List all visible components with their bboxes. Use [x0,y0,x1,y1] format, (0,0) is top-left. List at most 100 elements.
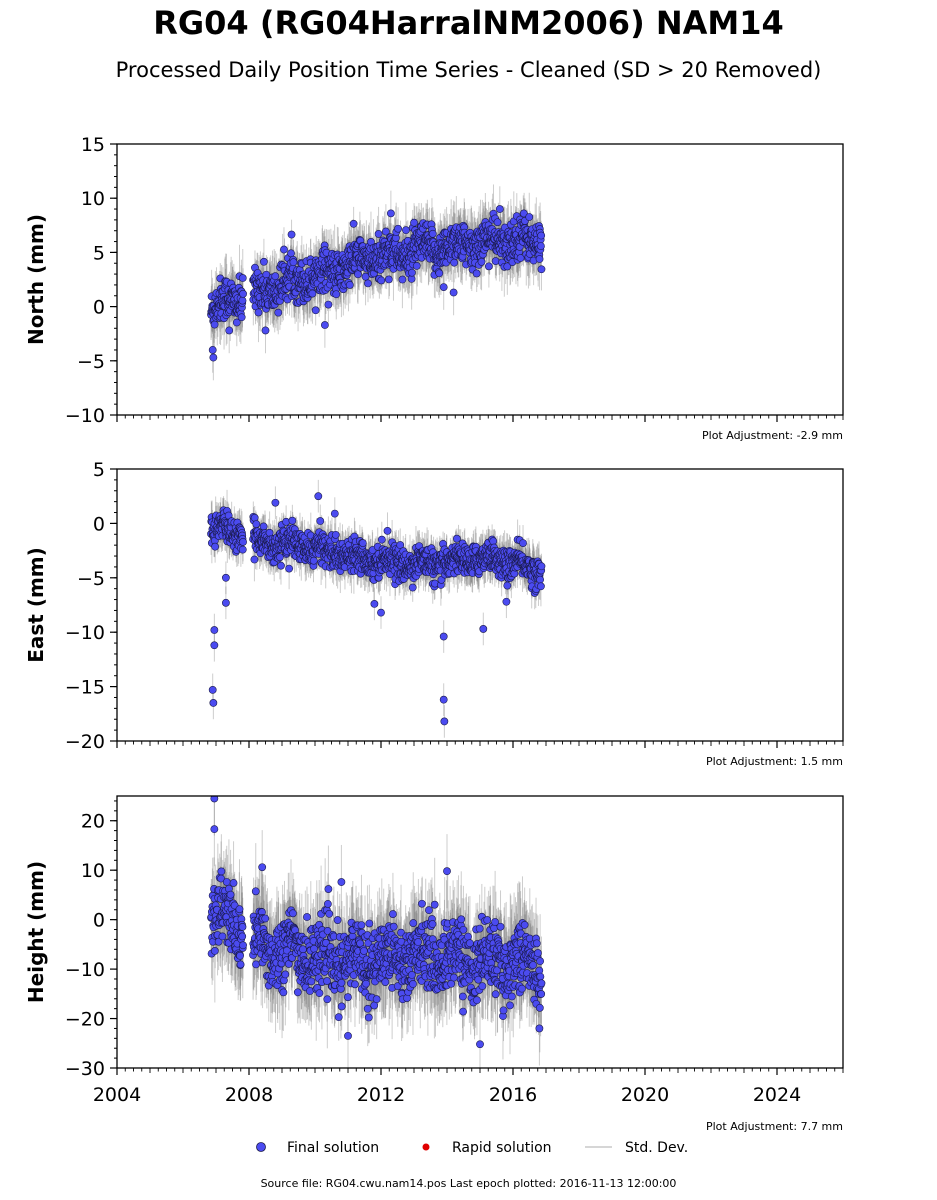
final-solution-point [250,555,259,564]
y-tick-label: 5 [93,242,105,264]
final-solution-point [271,272,280,281]
final-solution-point [349,219,358,228]
y-tick-label: 0 [93,297,105,319]
final-solution-point [489,537,498,546]
y-tick-label: 10 [81,188,105,210]
final-solution-point [289,258,298,267]
final-solution-point [330,509,339,518]
east-data-points [207,479,546,738]
final-solution-point [211,542,220,551]
final-solution-point [254,308,263,317]
east-y-axis-label: East (mm) [24,547,48,663]
final-solution-point [210,626,219,634]
final-solution-point [402,226,410,235]
final-solution-point [408,583,417,592]
final-solution-point [450,258,459,267]
final-solution-point [493,218,502,227]
final-solution-point [484,262,493,271]
north-final-solutions [207,205,546,362]
north-y-axis: −10 −5 0 5 10 15 [65,134,117,427]
final-solution-point [259,522,268,531]
final-solution-point [275,553,284,562]
final-solution-point [472,269,481,278]
final-solution-point [331,530,340,539]
final-solution-point [239,538,247,546]
final-solution-point [381,227,390,236]
y-tick-label: 5 [93,459,105,481]
north-x-axis [116,415,844,422]
panel-east: −20 −15 −10 −5 0 5 East (mm) Plot Adjustment: 1… [24,459,844,768]
final-solution-point [377,608,385,617]
final-solution-point [537,265,546,274]
final-solution-point [354,270,362,279]
final-solution-point [210,641,219,650]
final-solution-point [274,308,283,317]
final-solution-point [238,545,247,554]
final-solution-point [221,573,230,582]
final-solution-point [252,520,261,528]
final-solution-point [261,326,270,335]
east-plot-adjustment: Plot Adjustment: 1.5 mm [706,755,843,768]
final-solution-point [324,300,333,309]
final-solution-point [358,539,367,547]
final-solution-point [477,257,486,266]
y-tick-label: −20 [65,731,105,753]
final-solution-point [503,262,512,271]
final-solution-point [232,318,241,327]
final-solution-point [386,209,395,218]
final-solution-point [277,561,285,570]
final-solution-point [525,213,534,221]
final-solution-point [374,230,383,238]
final-solution-point [345,281,354,289]
final-solution-point [209,699,218,707]
final-solution-point [503,581,512,590]
final-solution-point [280,245,288,254]
final-solution-point [271,498,280,507]
final-solution-point [377,276,386,285]
east-final-solutions [207,492,546,726]
chart-title: RG04 (RG04HarralNM2006) NAM14 [153,4,784,42]
final-solution-point [439,283,448,291]
final-solution-point [412,261,421,270]
final-solution-point [287,230,296,239]
final-solution-point [239,289,247,298]
final-solution-point [238,296,247,305]
final-solution-point [519,539,527,547]
final-solution-point [536,575,545,584]
final-solution-point [410,218,418,227]
final-solution-point [537,231,546,240]
y-tick-label: −5 [77,568,105,590]
final-solution-point [221,598,230,607]
final-solution-point [260,257,268,266]
final-solution-point [537,582,545,591]
final-solution-point [320,321,329,329]
final-solution-point [285,564,294,573]
final-solution-point [332,290,341,299]
north-data-points [207,184,546,381]
y-tick-label: −10 [65,405,105,427]
final-solution-point [237,313,246,322]
final-solution-point [370,600,379,608]
east-x-axis [116,741,844,748]
height-data-points [207,796,546,1068]
north-plot-adjustment: Plot Adjustment: -2.9 mm [702,429,843,442]
final-solution-point [428,229,437,238]
y-tick-label: −5 [77,351,105,373]
final-solution-point [238,274,247,282]
final-solution-point [210,320,219,329]
final-solution-point [208,685,217,694]
final-solution-point [311,306,320,315]
final-solution-point [209,353,218,362]
final-solution-point [394,224,402,233]
final-solution-point [309,556,318,565]
chart-subtitle: Processed Daily Position Time Series - C… [115,58,822,82]
y-tick-label: −15 [65,677,105,699]
final-solution-point [383,526,392,535]
final-solution-point [535,255,544,263]
north-y-axis-label: North (mm) [24,214,48,345]
final-solution-point [479,625,488,633]
panel-north: −10 −5 0 5 10 15 North (mm) Plot Adjustment: -2… [24,134,844,442]
final-solution-point [495,205,504,213]
